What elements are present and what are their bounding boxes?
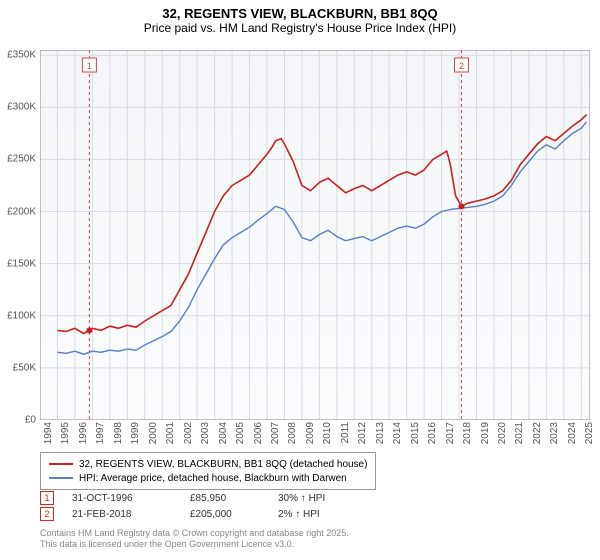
footer-line1: Contains HM Land Registry data © Crown c…	[40, 528, 349, 539]
x-tick-label: 1994	[43, 422, 54, 444]
transaction-row-1: 2 21-FEB-2018 £205,000 2% ↑ HPI	[40, 506, 378, 522]
x-tick-label: 2005	[235, 422, 246, 444]
y-tick-label: £50K	[13, 362, 36, 373]
x-tick-label: 2015	[410, 422, 421, 444]
transaction-row-0: 1 31-OCT-1996 £85,950 30% ↑ HPI	[40, 490, 378, 506]
y-tick-label: £300K	[7, 102, 36, 113]
svg-text:2: 2	[459, 61, 464, 71]
x-tick-label: 2021	[514, 422, 525, 444]
x-tick-label: 1996	[78, 422, 89, 444]
chart-svg: 12	[40, 50, 590, 420]
transaction-price-1: £205,000	[190, 509, 260, 520]
x-tick-label: 2004	[218, 422, 229, 444]
chart-plot-area: 12	[40, 50, 590, 420]
x-tick-label: 2010	[322, 422, 333, 444]
y-tick-label: £100K	[7, 310, 36, 321]
x-tick-label: 2002	[183, 422, 194, 444]
legend-label-1: HPI: Average price, detached house, Blac…	[79, 473, 347, 484]
x-tick-label: 2014	[392, 422, 403, 444]
chart-container: 32, REGENTS VIEW, BLACKBURN, BB1 8QQ Pri…	[0, 0, 600, 560]
x-tick-label: 2022	[532, 422, 543, 444]
transaction-price-0: £85,950	[190, 493, 260, 504]
y-axis-labels: £0£50K£100K£150K£200K£250K£300K£350K	[0, 50, 38, 420]
title-block: 32, REGENTS VIEW, BLACKBURN, BB1 8QQ Pri…	[0, 0, 600, 39]
transaction-delta-1: 2% ↑ HPI	[278, 509, 378, 520]
transactions-block: 1 31-OCT-1996 £85,950 30% ↑ HPI 2 21-FEB…	[40, 490, 378, 522]
x-tick-label: 2024	[567, 422, 578, 444]
legend-swatch-1	[49, 477, 73, 479]
y-tick-label: £350K	[7, 50, 36, 61]
x-tick-label: 2018	[462, 422, 473, 444]
transaction-date-1: 21-FEB-2018	[72, 509, 172, 520]
x-tick-label: 2016	[427, 422, 438, 444]
x-tick-label: 1997	[95, 422, 106, 444]
x-tick-label: 2001	[165, 422, 176, 444]
svg-text:1: 1	[87, 61, 92, 71]
legend-item-0: 32, REGENTS VIEW, BLACKBURN, BB1 8QQ (de…	[49, 457, 367, 471]
x-tick-label: 2009	[305, 422, 316, 444]
legend-box: 32, REGENTS VIEW, BLACKBURN, BB1 8QQ (de…	[40, 452, 376, 490]
x-tick-label: 2008	[287, 422, 298, 444]
transaction-date-0: 31-OCT-1996	[72, 493, 172, 504]
y-tick-label: £250K	[7, 154, 36, 165]
x-tick-label: 2017	[445, 422, 456, 444]
x-tick-label: 2003	[200, 422, 211, 444]
x-axis-labels: 1994 1995 1996 1997 1998 1999 2000 2001 2002 2003…	[40, 420, 590, 448]
y-tick-label: £0	[25, 415, 36, 426]
transaction-badge-1: 2	[40, 507, 54, 521]
x-tick-label: 1999	[130, 422, 141, 444]
transaction-badge-0: 1	[40, 491, 54, 505]
footer-line2: This data is licensed under the Open Gov…	[40, 539, 349, 550]
legend-item-1: HPI: Average price, detached house, Blac…	[49, 471, 367, 485]
x-tick-label: 2000	[148, 422, 159, 444]
x-tick-label: 2007	[270, 422, 281, 444]
x-tick-label: 2013	[375, 422, 386, 444]
x-tick-label: 2025	[584, 422, 595, 444]
x-tick-label: 1998	[113, 422, 124, 444]
x-tick-label: 1995	[60, 422, 71, 444]
x-tick-label: 2019	[480, 422, 491, 444]
title-address: 32, REGENTS VIEW, BLACKBURN, BB1 8QQ	[0, 6, 600, 21]
x-tick-label: 2011	[340, 422, 351, 444]
x-tick-label: 2012	[357, 422, 368, 444]
x-tick-label: 2020	[497, 422, 508, 444]
transaction-delta-0: 30% ↑ HPI	[278, 493, 378, 504]
legend-label-0: 32, REGENTS VIEW, BLACKBURN, BB1 8QQ (de…	[79, 459, 367, 470]
footer-note: Contains HM Land Registry data © Crown c…	[40, 528, 349, 550]
legend-swatch-0	[49, 463, 73, 465]
title-subtitle: Price paid vs. HM Land Registry's House …	[0, 21, 600, 35]
x-tick-label: 2023	[549, 422, 560, 444]
y-tick-label: £150K	[7, 258, 36, 269]
x-tick-label: 2006	[253, 422, 264, 444]
y-tick-label: £200K	[7, 206, 36, 217]
